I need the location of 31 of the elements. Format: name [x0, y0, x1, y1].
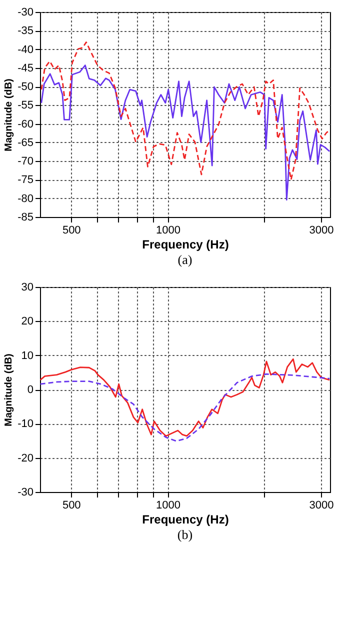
y-tick-label: -75: [18, 174, 34, 186]
text: (b): [177, 527, 193, 542]
y-tick-label: 0: [27, 384, 34, 396]
y-tick-label: -45: [18, 62, 34, 74]
y-tick-label: -40: [18, 44, 34, 56]
x-axis-title: Frequency (Hz): [142, 238, 229, 252]
y-tick-label: -50: [18, 81, 34, 94]
y-tick-label: 30: [21, 282, 34, 294]
x-axis-title: Frequency (Hz): [142, 512, 229, 526]
y-tick-label: -10: [18, 418, 34, 430]
y-tick-label: -60: [18, 118, 34, 130]
y-tick-label: -35: [18, 25, 34, 38]
text: (a): [178, 252, 192, 267]
y-tick-label: -55: [18, 100, 34, 112]
y-tick-label: -70: [18, 156, 34, 168]
x-tick-label: 500: [62, 224, 81, 236]
y-tick-label: -85: [18, 212, 34, 224]
y-tick-label: 20: [21, 316, 34, 328]
x-tick-label: 1000: [156, 500, 181, 512]
y-tick-label: -80: [18, 192, 34, 205]
y-tick-label: -20: [18, 452, 34, 464]
y-axis-title: Magnitude (dB): [4, 354, 15, 426]
y-tick-label: -65: [18, 136, 34, 149]
y-tick-label: -30: [18, 6, 34, 18]
y-axis-title: Magnitude (dB): [4, 78, 15, 152]
x-tick-label: 1000: [156, 224, 181, 236]
y-tick-label: -30: [18, 486, 34, 498]
y-tick-label: 10: [21, 350, 34, 362]
x-tick-label: 3000: [309, 500, 334, 512]
x-tick-label: 500: [62, 500, 81, 512]
x-tick-label: 3000: [309, 224, 334, 236]
